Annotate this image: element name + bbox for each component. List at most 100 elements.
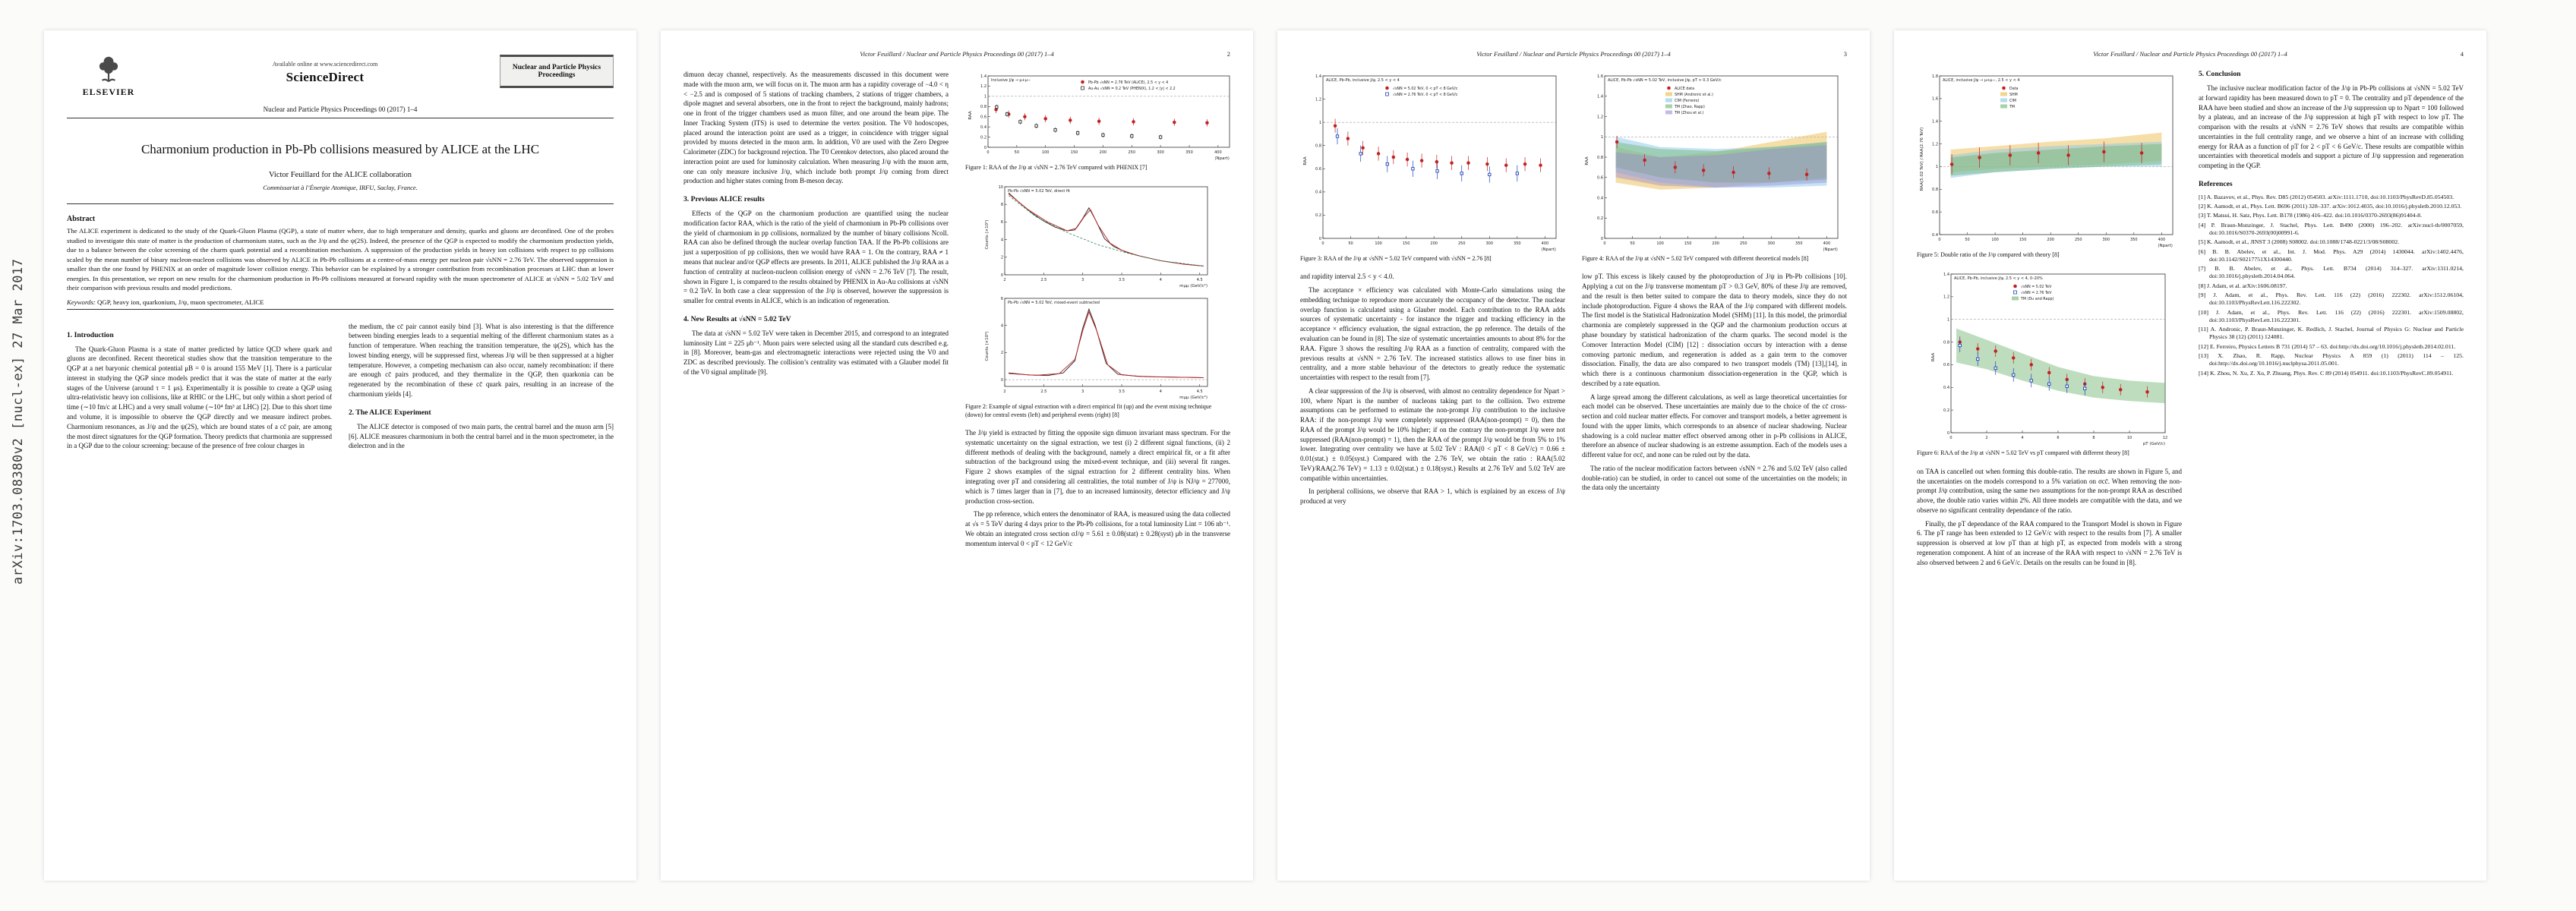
svg-text:10: 10 xyxy=(999,185,1003,190)
keywords-label: Keywords: xyxy=(67,298,96,306)
running-head: Victor Feuillard / Nuclear and Particle … xyxy=(683,50,1230,58)
svg-text:400: 400 xyxy=(1823,241,1831,246)
suppression-paragraph: A clear suppression of the J/ψ is observ… xyxy=(1300,386,1565,482)
pp-reference-paragraph: The pp reference, which enters the denom… xyxy=(965,510,1230,547)
svg-text:Pb-Pb √sNN = 5.02 TeV, mixed-e: Pb-Pb √sNN = 5.02 TeV, mixed-event subtr… xyxy=(1008,301,1100,305)
page-3-right-column: 0 50 100 150 200 250 300 350 400 0 0.2 0.4 0.6 0.8 1 1.… xyxy=(1582,70,1847,510)
svg-text:TM (Zhao, Rapp): TM (Zhao, Rapp) xyxy=(1674,105,1705,109)
new-results-paragraph: The data at √sNN = 5.02 TeV were taken i… xyxy=(683,329,949,376)
svg-text:6: 6 xyxy=(1001,221,1003,225)
figure-6-caption: Figure 6: RAA of the J/ψ at √sNN = 5.02 … xyxy=(1917,449,2129,457)
svg-text:0: 0 xyxy=(1001,378,1003,383)
figure-6: 0 2 4 6 8 10 12 0 0.2 0.4 0.6 0.8 1 1.2 1.4 ALICE, Pb-P… xyxy=(1917,268,2182,457)
figure-2: 2 2.5 3 3.5 4 4.5 0 2 4 6 8 10 Pb-Pb √sNN = 5.02 TeV… xyxy=(965,181,1230,419)
figure-3: 0 50 100 150 200 250 300 350 400 0 0.2 0.4 0.6 0.8 1 1.… xyxy=(1300,70,1565,263)
svg-text:0.4: 0.4 xyxy=(1943,386,1949,390)
svg-text:150: 150 xyxy=(1071,150,1078,155)
svg-text:400: 400 xyxy=(1542,241,1549,246)
abstract-text: The ALICE experiment is dedicated to the… xyxy=(67,227,614,292)
figure-5-chart: 0 50 100 150 200 250 300 350 400 0.4 0.6 0.8 1 1.2 1.4… xyxy=(1917,70,2179,248)
svg-text:0.4: 0.4 xyxy=(980,125,987,130)
svg-text:RAA(5.02 TeV) / RAA(2.76 TeV): RAA(5.02 TeV) / RAA(2.76 TeV) xyxy=(1920,128,1924,191)
svg-text:100: 100 xyxy=(1656,241,1664,246)
page-4-columns: 0 50 100 150 200 250 300 350 400 0.4 0.6 0.8 1 1.2 1.4… xyxy=(1917,70,2464,571)
svg-text:TM (Zhou et al.): TM (Zhou et al.) xyxy=(1674,111,1703,115)
svg-text:0.8: 0.8 xyxy=(1597,156,1603,160)
svg-text:0: 0 xyxy=(1321,241,1324,246)
svg-text:0.2: 0.2 xyxy=(1315,213,1321,218)
reference-item-2: [2] K. Aamodt, et al., Phys. Lett. B696 … xyxy=(2199,203,2462,210)
section-4-heading: 4. New Results at √sNN = 5.02 TeV xyxy=(683,314,791,323)
svg-text:250: 250 xyxy=(1740,241,1747,246)
page-number: 2 xyxy=(1226,50,1230,58)
svg-text:SHM (Andronic et al.): SHM (Andronic et al.) xyxy=(1675,93,1713,97)
svg-text:100: 100 xyxy=(1375,241,1382,246)
page-1-left-column: 1. Introduction The Quark-Gluon Plasma i… xyxy=(67,322,332,455)
svg-text:1: 1 xyxy=(984,95,987,99)
svg-text:0.2: 0.2 xyxy=(1943,408,1949,413)
svg-text:400: 400 xyxy=(2158,238,2166,242)
page-strip: ELSEVIER Available online at www.science… xyxy=(44,30,2486,881)
svg-text:0: 0 xyxy=(987,150,989,155)
svg-text:1: 1 xyxy=(1601,135,1603,140)
svg-text:Pb-Pb √sNN = 5.02 TeV, direct: Pb-Pb √sNN = 5.02 TeV, direct fit xyxy=(1008,189,1070,194)
reference-item-13: [13] X. Zhao, R. Rapp, Nuclear Physics A… xyxy=(2199,351,2464,367)
svg-text:0.6: 0.6 xyxy=(1597,176,1603,181)
svg-text:8: 8 xyxy=(2092,436,2095,440)
svg-text:RAA: RAA xyxy=(1303,156,1308,165)
reference-item-9: [9] J. Adam, et al., Phys. Rev. Lett. 11… xyxy=(2199,291,2464,307)
svg-text:4.5: 4.5 xyxy=(1197,389,1203,394)
svg-text:0.8: 0.8 xyxy=(1932,188,1938,192)
keywords-line: Keywords: QGP, heavy ion, quarkonium, J/… xyxy=(67,298,614,306)
reference-item-11: [11] A. Andronic, P. Braun-Munzinger, K.… xyxy=(2199,326,2464,341)
double-ratio-results-paragraph: on TAA is cancelled out when forming thi… xyxy=(1917,467,2182,514)
svg-text:1.2: 1.2 xyxy=(1315,97,1321,102)
svg-text:2: 2 xyxy=(1985,436,1987,440)
svg-text:2: 2 xyxy=(1003,278,1005,282)
page-2-columns: dimuon decay channel, respectively. As t… xyxy=(683,70,1236,552)
figure-4: 0 50 100 150 200 250 300 350 400 0 0.2 0.4 0.6 0.8 1 1.… xyxy=(1582,70,1847,263)
reference-item-10: [10] J. Adam, et al., Phys. Rev. Lett. 1… xyxy=(2199,308,2464,323)
svg-text:3.5: 3.5 xyxy=(1119,278,1125,282)
conclusion-paragraph: The inclusive nuclear modification facto… xyxy=(2199,84,2464,170)
figure-6-chart: 0 2 4 6 8 10 12 0 0.2 0.4 0.6 0.8 1 1.2 1.4 ALICE, Pb-P… xyxy=(1927,268,2171,447)
svg-text:2: 2 xyxy=(1001,351,1003,356)
svg-text:300: 300 xyxy=(1157,150,1164,155)
svg-text:1.4: 1.4 xyxy=(980,74,987,79)
svg-text:2.5: 2.5 xyxy=(1040,278,1046,282)
svg-text:Counts (×10³): Counts (×10³) xyxy=(984,220,990,250)
svg-text:12: 12 xyxy=(2162,436,2167,440)
svg-text:0: 0 xyxy=(1946,431,1949,436)
abstract-heading: Abstract xyxy=(67,215,96,224)
running-head-text: Victor Feuillard / Nuclear and Particle … xyxy=(860,50,1054,58)
figure-4-chart: 0 50 100 150 200 250 300 350 400 0 0.2 0.4 0.6 0.8 1 1.… xyxy=(1582,70,1844,252)
photoproduction-paragraph: low pT. This excess is likely caused by … xyxy=(1582,273,1847,387)
svg-text:300: 300 xyxy=(2103,238,2110,242)
running-head: Victor Feuillard / Nuclear and Particle … xyxy=(1300,50,1847,58)
page-3: Victor Feuillard / Nuclear and Particle … xyxy=(1277,30,1870,881)
svg-text:Pb-Pb √sNN = 2.76 TeV (ALICE),: Pb-Pb √sNN = 2.76 TeV (ALICE), 2.5 < y <… xyxy=(1088,80,1168,85)
previous-results-paragraph: Effects of the QGP on the charmonium pro… xyxy=(683,210,949,305)
svg-text:0: 0 xyxy=(1949,436,1952,440)
elsevier-wordmark: ELSEVIER xyxy=(82,87,135,97)
svg-text:Inclusive J/ψ → μ+μ−: Inclusive J/ψ → μ+μ− xyxy=(991,78,1031,83)
svg-text:0.4: 0.4 xyxy=(1315,191,1321,195)
svg-text:300: 300 xyxy=(1486,241,1494,246)
svg-text:0.6: 0.6 xyxy=(1943,364,1949,368)
svg-text:2: 2 xyxy=(1003,389,1005,394)
svg-text:10: 10 xyxy=(2126,436,2131,440)
page-number: 4 xyxy=(2460,50,2464,58)
reference-item-5: [5] K. Aamodt, et al., JINST 3 (2008) S0… xyxy=(2199,238,2400,246)
svg-text:100: 100 xyxy=(1042,150,1050,155)
section-5-heading: 5. Conclusion xyxy=(2199,70,2241,78)
model-spread-paragraph: A large spread among the different calcu… xyxy=(1582,392,1847,459)
svg-text:0.8: 0.8 xyxy=(980,105,987,109)
abstract-bottom-rule xyxy=(67,308,614,310)
page-3-columns: 0 50 100 150 200 250 300 350 400 0 0.2 0.4 0.6 0.8 1 1.… xyxy=(1300,70,1847,510)
section-1-heading: 1. Introduction xyxy=(67,330,114,339)
page-4-left-column: 0 50 100 150 200 250 300 350 400 0.4 0.6 0.8 1 1.2 1.4… xyxy=(1917,70,2182,571)
page-2: Victor Feuillard / Nuclear and Particle … xyxy=(661,30,1253,881)
svg-text:0.8: 0.8 xyxy=(1315,144,1321,149)
author-line: Victor Feuillard for the ALICE collabora… xyxy=(268,171,412,180)
